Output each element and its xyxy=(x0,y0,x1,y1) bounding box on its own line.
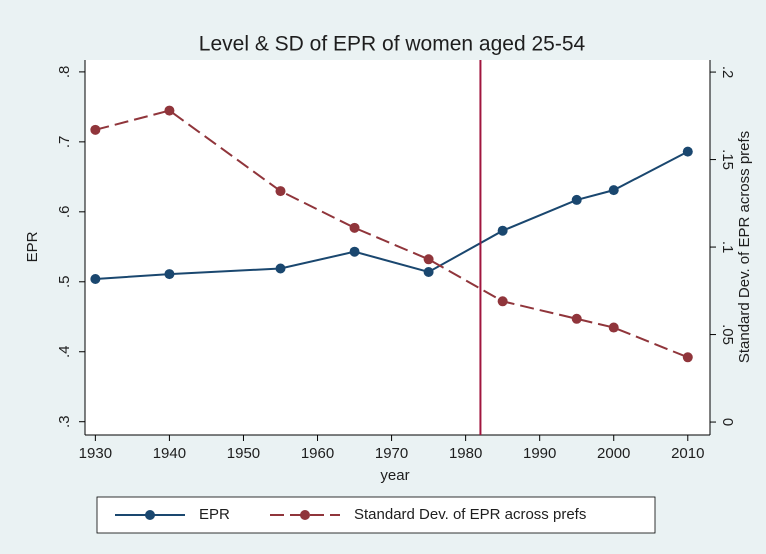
data-point xyxy=(164,105,175,116)
data-point xyxy=(682,146,693,157)
y2-tick-label: .05 xyxy=(719,324,736,345)
data-point xyxy=(349,246,360,257)
data-point xyxy=(349,222,360,233)
data-point xyxy=(608,185,619,196)
y2-tick-label: .2 xyxy=(719,66,736,79)
data-point xyxy=(90,124,101,135)
data-point xyxy=(682,352,693,363)
x-tick-label: 1930 xyxy=(79,445,112,462)
x-axis-title: year xyxy=(380,467,409,484)
x-tick-label: 1960 xyxy=(301,445,334,462)
chart-title: Level & SD of EPR of women aged 25-54 xyxy=(199,33,586,56)
series-line xyxy=(95,109,689,359)
data-point xyxy=(497,225,508,236)
y-tick-label: .5 xyxy=(56,276,73,289)
y-tick-label: .7 xyxy=(56,136,73,149)
x-tick-label: 1970 xyxy=(375,445,408,462)
legend xyxy=(96,496,656,534)
y-tick-label: .3 xyxy=(56,415,73,428)
x-tick-label: 1990 xyxy=(523,445,556,462)
data-point xyxy=(423,266,434,277)
data-point xyxy=(164,269,175,280)
data-point xyxy=(571,194,582,205)
y2-tick-label: 0 xyxy=(719,418,736,426)
data-point xyxy=(571,313,582,324)
data-point xyxy=(497,296,508,307)
x-tick-label: 1950 xyxy=(227,445,260,462)
y2-axis-title: Standard Dev. of EPR across prefs xyxy=(736,131,753,363)
x-tick-label: 1940 xyxy=(153,445,186,462)
data-point xyxy=(423,254,434,265)
data-point xyxy=(90,273,101,284)
data-point xyxy=(608,322,619,333)
y2-tick-label: .1 xyxy=(719,241,736,254)
y-axis-title: EPR xyxy=(24,231,41,262)
legend-label: Standard Dev. of EPR across prefs xyxy=(354,506,586,523)
data-point xyxy=(275,263,286,274)
y2-tick-label: .15 xyxy=(719,149,736,170)
x-tick-label: 2000 xyxy=(597,445,630,462)
y-tick-label: .8 xyxy=(56,66,73,79)
legend-marker xyxy=(145,510,155,520)
legend-label: EPR xyxy=(199,506,230,523)
x-tick-label: 1980 xyxy=(449,445,482,462)
data-point xyxy=(275,186,286,197)
y-tick-label: .4 xyxy=(56,345,73,358)
legend-marker xyxy=(300,510,310,520)
y-tick-label: .6 xyxy=(56,206,73,219)
x-tick-label: 2010 xyxy=(671,445,704,462)
plot-area xyxy=(85,60,710,435)
